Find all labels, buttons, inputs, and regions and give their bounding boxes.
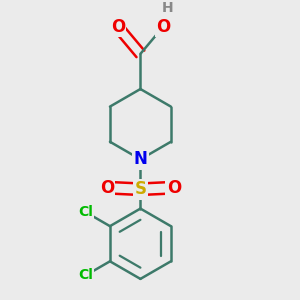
Text: O: O [111, 18, 125, 36]
Text: Cl: Cl [78, 268, 93, 282]
Text: Cl: Cl [78, 205, 93, 219]
Text: N: N [134, 150, 147, 168]
Text: H: H [162, 1, 174, 15]
Text: O: O [156, 18, 170, 36]
Text: O: O [167, 178, 181, 196]
Text: S: S [134, 180, 146, 198]
Text: O: O [100, 178, 114, 196]
